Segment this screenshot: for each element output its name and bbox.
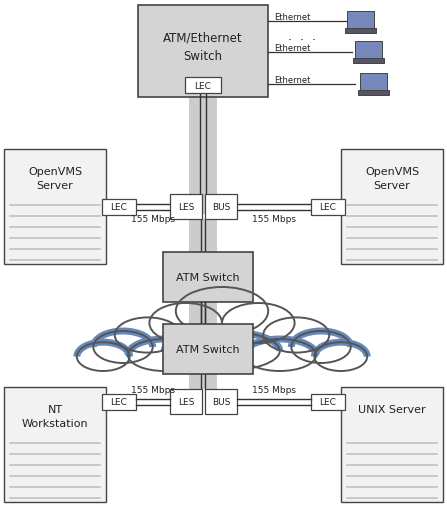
Bar bbox=[311, 394, 345, 410]
Bar bbox=[355, 42, 382, 59]
Text: 155 Mbps: 155 Mbps bbox=[252, 385, 296, 394]
Bar bbox=[138, 6, 268, 98]
Bar bbox=[189, 220, 217, 252]
Bar bbox=[205, 194, 237, 220]
Text: 155 Mbps: 155 Mbps bbox=[131, 385, 175, 394]
Bar bbox=[189, 374, 217, 389]
Bar bbox=[189, 220, 217, 369]
Bar bbox=[170, 194, 202, 220]
Text: LES: LES bbox=[178, 397, 194, 406]
Text: UNIX Server: UNIX Server bbox=[358, 404, 426, 414]
Ellipse shape bbox=[263, 318, 329, 353]
Bar bbox=[185, 78, 221, 94]
Ellipse shape bbox=[164, 331, 280, 371]
Ellipse shape bbox=[244, 339, 316, 371]
Bar bbox=[102, 199, 136, 215]
Bar bbox=[345, 29, 376, 34]
Bar bbox=[163, 252, 253, 302]
Bar bbox=[189, 302, 217, 324]
Text: BUS: BUS bbox=[212, 397, 230, 406]
Bar bbox=[189, 94, 217, 215]
Text: BUS: BUS bbox=[212, 203, 230, 212]
Ellipse shape bbox=[115, 318, 181, 353]
Bar bbox=[353, 59, 384, 64]
Bar bbox=[4, 387, 106, 502]
Text: ATM Switch: ATM Switch bbox=[176, 273, 240, 282]
Ellipse shape bbox=[314, 342, 367, 371]
Text: OpenVMS: OpenVMS bbox=[28, 167, 82, 177]
Bar bbox=[163, 324, 253, 374]
Text: LEC: LEC bbox=[320, 397, 337, 406]
Text: NT: NT bbox=[47, 404, 63, 414]
Bar bbox=[341, 149, 443, 265]
Text: 155 Mbps: 155 Mbps bbox=[131, 215, 175, 224]
Ellipse shape bbox=[291, 331, 351, 363]
Text: 155 Mbps: 155 Mbps bbox=[252, 215, 296, 224]
Bar bbox=[358, 91, 389, 96]
Text: Workstation: Workstation bbox=[22, 418, 89, 428]
Text: Ethernet: Ethernet bbox=[274, 43, 310, 53]
Text: Ethernet: Ethernet bbox=[274, 75, 310, 84]
Bar bbox=[341, 387, 443, 502]
Text: LEC: LEC bbox=[320, 203, 337, 212]
Text: LEC: LEC bbox=[110, 203, 127, 212]
Text: Server: Server bbox=[374, 181, 410, 190]
Bar bbox=[360, 74, 387, 91]
Text: Ethernet: Ethernet bbox=[274, 13, 310, 21]
Bar bbox=[170, 389, 202, 414]
Bar bbox=[102, 394, 136, 410]
Bar bbox=[4, 149, 106, 265]
Text: LEC: LEC bbox=[110, 397, 127, 406]
Ellipse shape bbox=[77, 342, 130, 371]
Text: LES: LES bbox=[178, 203, 194, 212]
Text: ATM Switch: ATM Switch bbox=[176, 344, 240, 355]
Ellipse shape bbox=[149, 304, 222, 343]
Bar bbox=[347, 12, 374, 29]
Text: Switch: Switch bbox=[184, 49, 223, 63]
Bar bbox=[189, 374, 217, 389]
Text: LEC: LEC bbox=[194, 81, 211, 90]
Ellipse shape bbox=[128, 339, 201, 371]
Text: Server: Server bbox=[37, 181, 73, 190]
Text: ATM/Ethernet: ATM/Ethernet bbox=[163, 31, 243, 44]
Text: ·  ·  ·: · · · bbox=[288, 33, 316, 46]
Ellipse shape bbox=[222, 304, 295, 343]
Bar bbox=[311, 199, 345, 215]
Ellipse shape bbox=[93, 331, 153, 363]
Ellipse shape bbox=[176, 287, 268, 335]
Text: OpenVMS: OpenVMS bbox=[365, 167, 419, 177]
Bar bbox=[205, 389, 237, 414]
